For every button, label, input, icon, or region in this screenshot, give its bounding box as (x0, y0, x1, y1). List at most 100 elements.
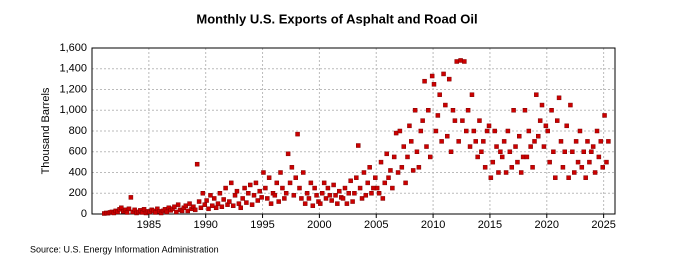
point (331, 182, 336, 188)
point (568, 102, 573, 108)
point (297, 185, 302, 191)
point (537, 118, 543, 123)
point (384, 151, 389, 157)
point (240, 196, 245, 201)
y-tick-label: 800 (69, 125, 87, 137)
y-tick-label: 0 (81, 208, 87, 220)
point (558, 139, 564, 144)
point (263, 185, 268, 191)
point (395, 170, 401, 175)
point (589, 149, 594, 154)
point (357, 185, 363, 191)
point (429, 73, 435, 79)
point (560, 165, 566, 170)
point (462, 59, 467, 64)
point (464, 128, 469, 134)
point (289, 165, 295, 170)
point (403, 180, 408, 186)
point (496, 170, 501, 175)
point (420, 118, 425, 123)
point (244, 200, 249, 205)
point (285, 151, 291, 157)
point (378, 159, 384, 165)
point (291, 193, 297, 198)
point (274, 180, 280, 186)
point (460, 118, 465, 123)
point (587, 159, 592, 165)
point (365, 180, 370, 186)
point (175, 202, 181, 207)
y-tick-label: 200 (69, 187, 87, 199)
point (473, 139, 478, 144)
point (456, 139, 461, 144)
point (526, 128, 532, 134)
point (511, 108, 516, 113)
point (196, 199, 202, 204)
point (479, 149, 484, 154)
point (469, 92, 475, 97)
point (374, 185, 380, 191)
point (452, 118, 458, 123)
point (278, 170, 283, 175)
point (202, 202, 208, 207)
point (200, 191, 206, 196)
point (579, 165, 585, 170)
point (475, 154, 480, 160)
point (448, 149, 454, 154)
point (337, 188, 342, 194)
y-tick-label: 1,600 (59, 42, 87, 54)
point (562, 149, 567, 154)
point (543, 123, 549, 129)
point (437, 92, 442, 97)
point (532, 139, 537, 144)
point (494, 144, 499, 149)
y-axis-label: Thousand Barrels (40, 87, 52, 174)
point (266, 175, 272, 180)
point (293, 175, 298, 180)
point (208, 193, 213, 198)
point (547, 159, 552, 165)
point (172, 204, 177, 209)
point (198, 205, 204, 211)
point (518, 170, 524, 175)
y-tick-label: 1,000 (59, 104, 87, 116)
point (426, 108, 431, 113)
chart-title: Monthly U.S. Exports of Asphalt and Road… (196, 11, 477, 26)
x-tick-label: 1995 (250, 219, 274, 231)
point (492, 128, 497, 134)
point (575, 159, 581, 165)
point (520, 154, 526, 160)
point (564, 123, 569, 129)
point (503, 170, 509, 175)
point (481, 139, 486, 144)
point (287, 180, 293, 186)
point (206, 206, 211, 212)
x-tick-label: 2025 (591, 219, 615, 231)
point (318, 201, 323, 206)
point (427, 154, 433, 160)
point (185, 208, 190, 214)
point (282, 196, 287, 201)
point (210, 203, 215, 208)
plot-border (91, 47, 616, 215)
point (249, 202, 255, 207)
point (545, 128, 550, 134)
point (581, 149, 586, 154)
point (204, 198, 209, 203)
point (505, 128, 511, 134)
point (310, 203, 316, 208)
point (215, 201, 221, 206)
point (454, 59, 459, 64)
point (265, 196, 270, 201)
point (566, 175, 571, 180)
point (522, 108, 528, 113)
point (359, 196, 365, 201)
point (572, 170, 577, 175)
point (354, 175, 359, 180)
point (361, 170, 367, 175)
point (598, 139, 604, 144)
point (342, 185, 348, 191)
point (232, 193, 238, 198)
point (238, 205, 243, 211)
